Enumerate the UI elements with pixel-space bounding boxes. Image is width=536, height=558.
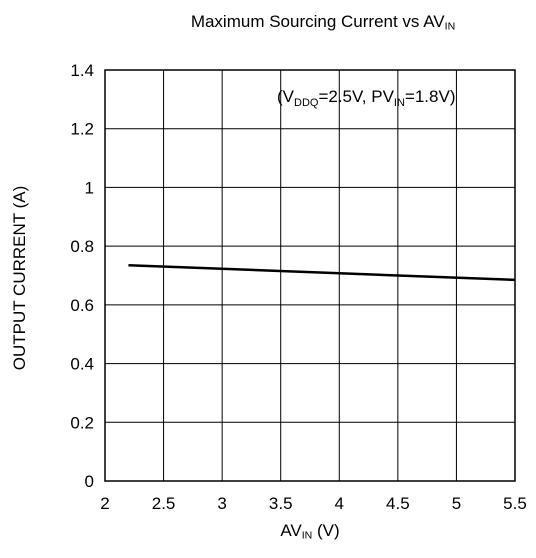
series-lines: [128, 263, 516, 282]
chart-title: Maximum Sourcing Current vs AVIN: [0, 12, 536, 33]
annotation-mid: =2.5V, PV: [318, 87, 394, 106]
x-axis-label-main: AV: [280, 521, 302, 540]
x-tick-label: 3: [217, 494, 226, 513]
y-tick-label: 0.4: [70, 355, 94, 374]
chart-title-subscript: IN: [444, 20, 456, 33]
y-axis-label: OUTPUT CURRENT (A): [10, 185, 29, 371]
x-axis-label: AVIN (V): [105, 521, 515, 542]
chart-title-main: Maximum Sourcing Current vs AV: [190, 12, 445, 31]
y-tick-label: 0.6: [70, 296, 94, 315]
x-tick-label: 5.5: [503, 494, 527, 513]
annotation-open: (V: [277, 87, 295, 106]
annotation-vddq-sub: DDQ: [294, 97, 319, 109]
x-tick-labels: 2 2.5 3 3.5 4 4.5 5 5.5: [100, 494, 527, 513]
condition-annotation: (VDDQ=2.5V, PVIN=1.8V): [277, 87, 455, 109]
x-axis-label-subscript: IN: [301, 529, 313, 542]
y-tick-label: 0.2: [70, 413, 94, 432]
x-tick-label: 2.5: [152, 494, 176, 513]
series-line: [128, 263, 516, 282]
x-tick-label: 5: [452, 494, 461, 513]
y-tick-label: 1.4: [70, 61, 94, 80]
x-tick-label: 3.5: [269, 494, 293, 513]
y-tick-label: 0.8: [70, 237, 94, 256]
x-axis-label-unit: (V): [312, 521, 340, 540]
annotation-close: =1.8V): [405, 87, 456, 106]
y-tick-label: 1: [85, 178, 94, 197]
y-tick-label: 1.2: [70, 120, 94, 139]
plot-frame: [104, 69, 516, 482]
y-tick-labels: 0 0.2 0.4 0.6 0.8 1 1.2 1.4: [70, 61, 94, 491]
x-tick-label: 4.5: [386, 494, 410, 513]
x-tick-label: 4: [335, 494, 344, 513]
annotation-pvin-sub: IN: [394, 97, 405, 109]
y-tick-label: 0: [85, 472, 94, 491]
grid-lines: [104, 69, 516, 482]
x-tick-label: 2: [100, 494, 109, 513]
